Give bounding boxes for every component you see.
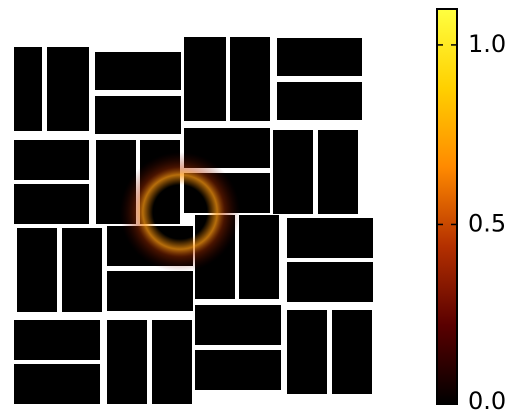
- colorbar-gradient: [437, 9, 457, 404]
- colorbar-tick-label: 0.0: [468, 387, 506, 415]
- colorbar-tick-label: 0.5: [468, 209, 506, 237]
- detector-panels: [14, 37, 373, 404]
- figure: 0.0 0.5 1.0: [0, 0, 527, 415]
- colorbar-tick-label: 1.0: [468, 30, 506, 58]
- colorbar: [437, 9, 457, 404]
